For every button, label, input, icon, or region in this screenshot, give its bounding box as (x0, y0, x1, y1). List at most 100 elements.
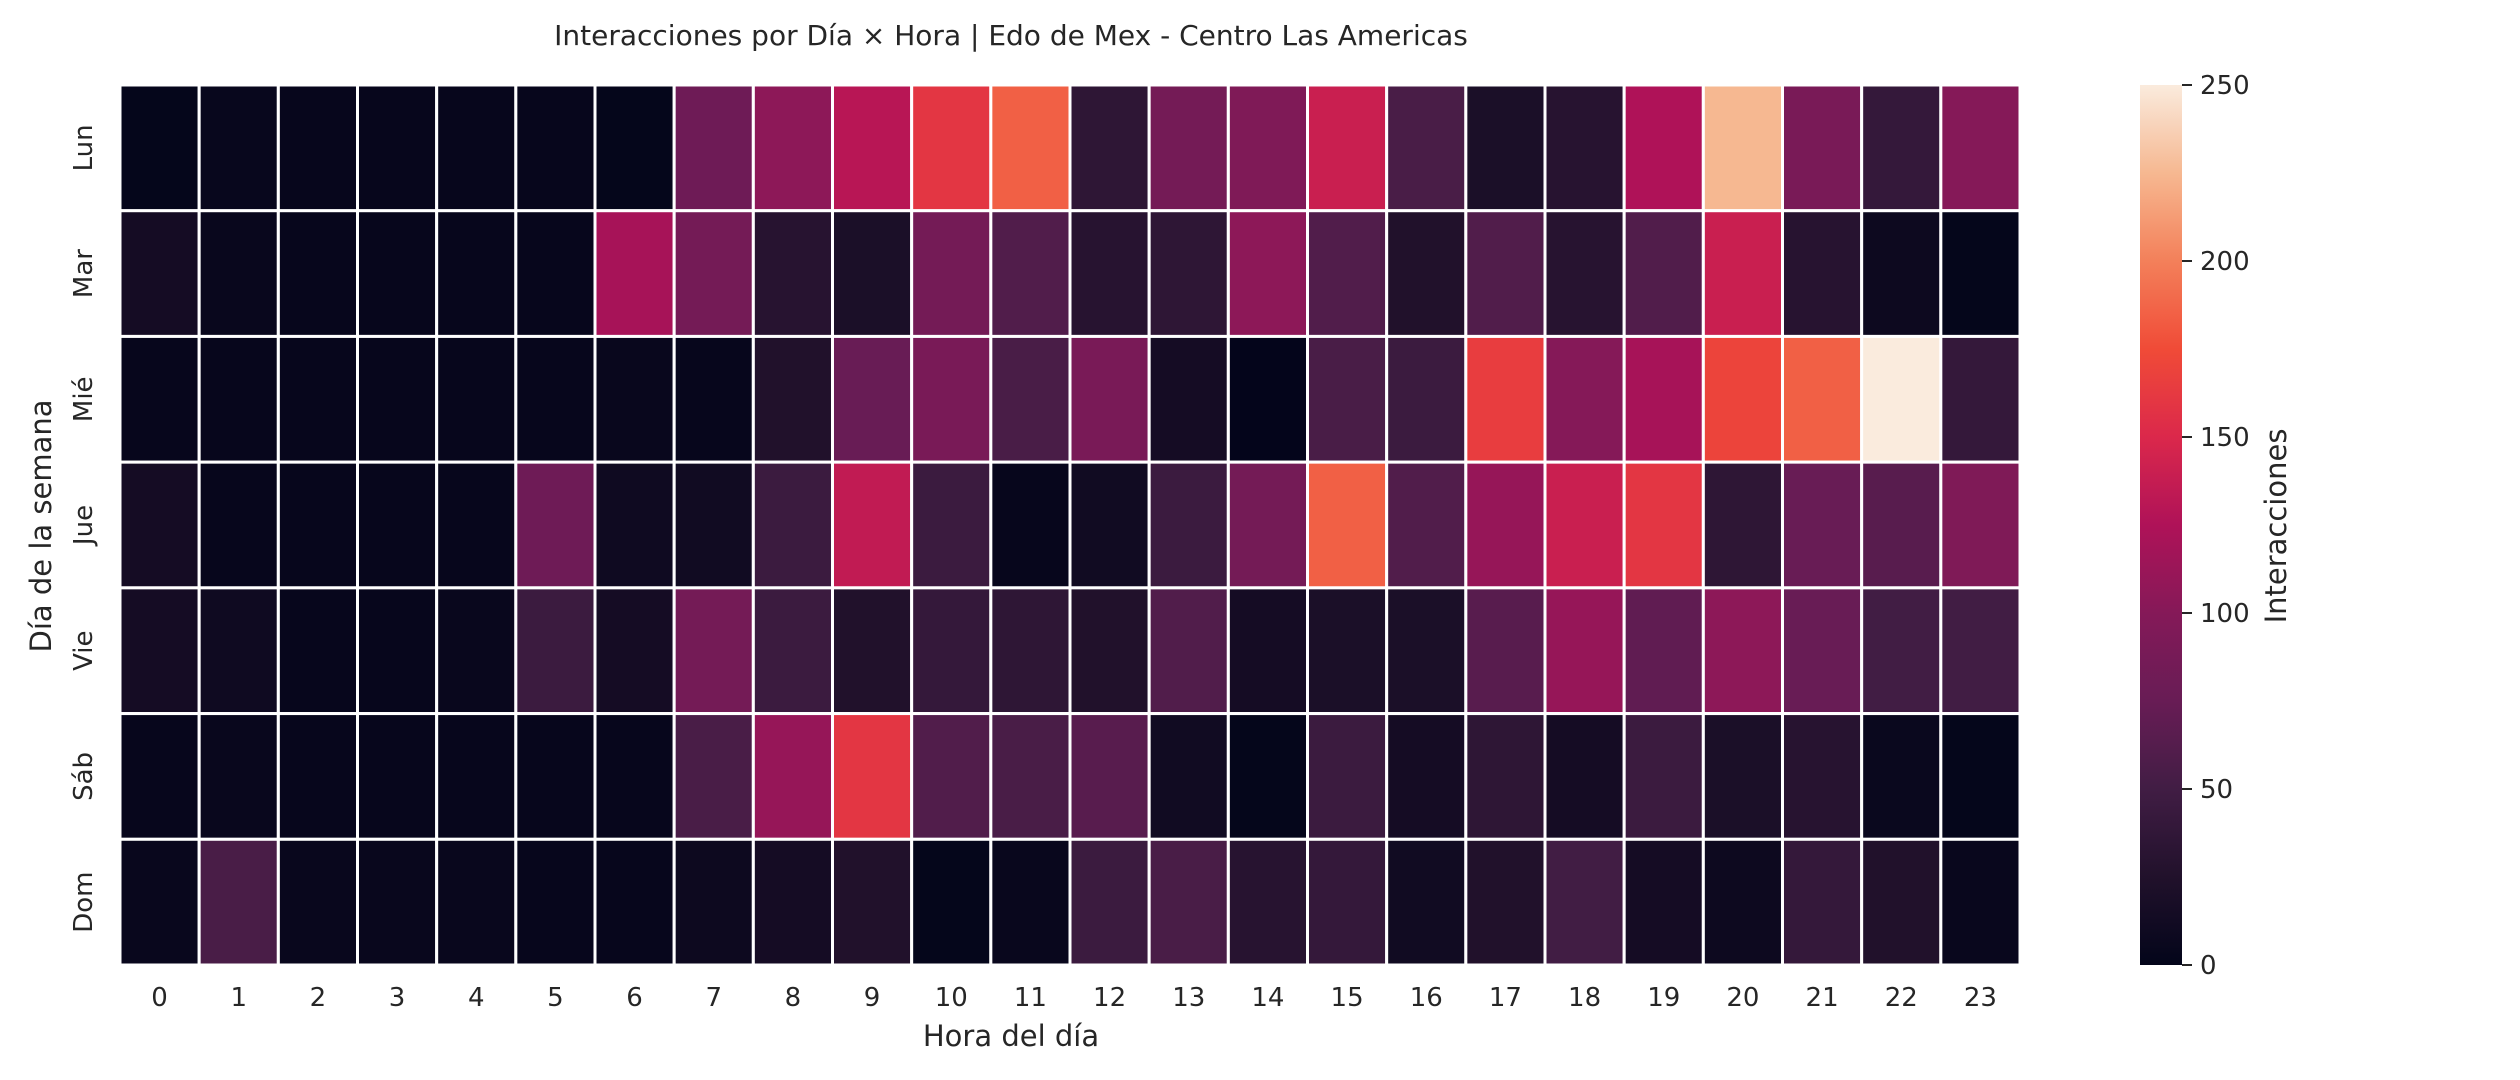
heatmap-cell-Jue-12 (1068, 460, 1151, 590)
heatmap-cell-Mar-8 (751, 209, 834, 338)
heatmap-cell-Jue-7 (672, 460, 755, 590)
heatmap-cell-Sáb-10 (910, 712, 993, 841)
heatmap-cell-Dom-1 (197, 837, 280, 967)
heatmap-cell-Mar-7 (672, 209, 755, 338)
heatmap-cell-Sáb-17 (1464, 712, 1547, 841)
heatmap-cell-Jue-18 (1543, 460, 1626, 590)
heatmap-cell-Vie-6 (593, 586, 676, 716)
heatmap-cell-Lun-23 (1939, 83, 2022, 213)
heatmap-cell-Mié-16 (1385, 334, 1468, 464)
heatmap-cell-Vie-14 (1226, 586, 1310, 716)
heatmap-cell-Vie-2 (276, 586, 360, 716)
y-tick-labels: Lun Mar Mié Jue Vie Sáb Dom (69, 124, 99, 932)
heatmap-cell-Mié-1 (197, 334, 280, 464)
heatmap-cell-Sáb-6 (593, 712, 676, 841)
x-tick-label: 10 (935, 983, 968, 1013)
heatmap-cell-Vie-18 (1543, 586, 1626, 716)
heatmap-cell-Jue-16 (1385, 460, 1468, 590)
colorbar-tick-label: 50 (2200, 775, 2233, 805)
heatmap-cell-Mar-1 (197, 209, 280, 338)
heatmap-cell-Mar-3 (356, 209, 439, 338)
x-tick-label: 22 (1885, 983, 1918, 1013)
heatmap-cell-Mié-20 (1701, 334, 1785, 464)
heatmap-cell-Jue-2 (276, 460, 360, 590)
heatmap-cell-Dom-7 (672, 837, 755, 967)
heatmap-cell-Mié-22 (1860, 334, 1943, 464)
heatmap-cell-Vie-22 (1860, 586, 1943, 716)
x-tick-label: 17 (1489, 983, 1522, 1013)
heatmap-cell-Dom-22 (1860, 837, 1943, 967)
heatmap-cell-Lun-6 (593, 83, 676, 213)
heatmap-cell-Dom-12 (1068, 837, 1151, 967)
heatmap-cell-Lun-20 (1701, 83, 1785, 213)
heatmap-cell-Lun-11 (989, 83, 1072, 213)
heatmap-cell-Mié-8 (751, 334, 834, 464)
heatmap-cell-Lun-7 (672, 83, 755, 213)
heatmap-cell-Dom-4 (435, 837, 518, 967)
heatmap-cell-Mar-11 (989, 209, 1072, 338)
heatmap-cell-Dom-6 (593, 837, 676, 967)
heatmap-cell-Vie-11 (989, 586, 1072, 716)
x-tick-label: 5 (547, 983, 564, 1013)
heatmap-cell-Mar-0 (118, 209, 201, 338)
heatmap-cell-Mar-10 (910, 209, 993, 338)
x-tick-label: 20 (1726, 983, 1759, 1013)
heatmap-cell-Mar-19 (1622, 209, 1705, 338)
heatmap-cell-Jue-9 (831, 460, 914, 590)
heatmap-cell-Jue-0 (118, 460, 201, 590)
heatmap-cell-Mar-4 (435, 209, 518, 338)
heatmap-cell-Jue-8 (751, 460, 834, 590)
y-tick-label: Mar (69, 249, 99, 298)
heatmap-cell-Mar-14 (1226, 209, 1310, 338)
heatmap-cell-Jue-17 (1464, 460, 1547, 590)
heatmap-cell-Jue-11 (989, 460, 1072, 590)
heatmap-cell-Jue-20 (1701, 460, 1785, 590)
heatmap-cell-Dom-9 (831, 837, 914, 967)
x-tick-label: 15 (1331, 983, 1364, 1013)
heatmap-cell-Dom-2 (276, 837, 360, 967)
heatmap-cell-Dom-23 (1939, 837, 2022, 967)
colorbar-label: Interacciones (2259, 429, 2293, 624)
y-tick-label: Jue (69, 505, 99, 547)
heatmap-cell-Jue-3 (356, 460, 439, 590)
heatmap-cell-Lun-8 (751, 83, 834, 213)
heatmap-cell-Mar-6 (593, 209, 676, 338)
heatmap-cell-Sáb-16 (1385, 712, 1468, 841)
heatmap-cell-Mar-5 (514, 209, 597, 338)
heatmap-cell-Jue-5 (514, 460, 597, 590)
x-tick-label: 1 (230, 983, 247, 1013)
heatmap-cell-Mié-14 (1226, 334, 1310, 464)
heatmap-cell-Dom-11 (989, 837, 1072, 967)
x-tick-label: 16 (1410, 983, 1443, 1013)
heatmap-cell-Sáb-13 (1147, 712, 1230, 841)
heatmap-cell-Sáb-12 (1068, 712, 1151, 841)
heatmap-cell-Vie-10 (910, 586, 993, 716)
heatmap-cell-Sáb-14 (1226, 712, 1310, 841)
y-tick-label: Lun (69, 124, 99, 171)
heatmap-cell-Lun-19 (1622, 83, 1705, 213)
heatmap-cell-Sáb-3 (356, 712, 439, 841)
heatmap-cell-Lun-0 (118, 83, 201, 213)
heatmap-cell-Vie-13 (1147, 586, 1230, 716)
heatmap-cell-Lun-14 (1226, 83, 1310, 213)
heatmap-cell-Mar-9 (831, 209, 914, 338)
x-tick-label: 14 (1251, 983, 1284, 1013)
heatmap-cell-Mié-0 (118, 334, 201, 464)
heatmap-cell-Vie-3 (356, 586, 439, 716)
colorbar-tick-label: 150 (2200, 423, 2250, 453)
colorbar-tick-label: 0 (2200, 951, 2217, 981)
heatmap-cell-Jue-1 (197, 460, 280, 590)
heatmap-cell-Mié-7 (672, 334, 755, 464)
x-tick-label: 19 (1647, 983, 1680, 1013)
heatmap-cell-Vie-20 (1701, 586, 1785, 716)
heatmap-cell-Sáb-15 (1306, 712, 1389, 841)
heatmap-cell-Mar-12 (1068, 209, 1151, 338)
heatmap-cell-Mar-13 (1147, 209, 1230, 338)
x-tick-label: 6 (626, 983, 643, 1013)
x-tick-label: 13 (1172, 983, 1205, 1013)
heatmap-cell-Mar-16 (1385, 209, 1468, 338)
heatmap-cell-Jue-15 (1306, 460, 1389, 590)
heatmap-cell-Vie-12 (1068, 586, 1151, 716)
heatmap-cell-Sáb-19 (1622, 712, 1705, 841)
